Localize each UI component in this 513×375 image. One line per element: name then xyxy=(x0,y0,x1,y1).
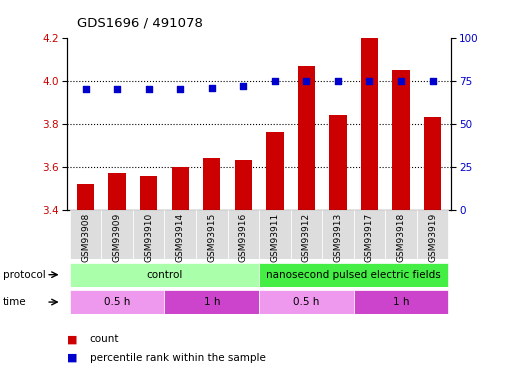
Text: 1 h: 1 h xyxy=(393,297,409,307)
Bar xyxy=(102,210,133,259)
Bar xyxy=(322,210,353,259)
Bar xyxy=(392,70,410,210)
Bar xyxy=(353,290,448,314)
Bar xyxy=(165,290,259,314)
Bar xyxy=(329,115,347,210)
Text: protocol: protocol xyxy=(3,270,45,280)
Text: 1 h: 1 h xyxy=(204,297,220,307)
Point xyxy=(145,86,153,92)
Bar xyxy=(259,210,290,259)
Bar xyxy=(385,210,417,259)
Text: GSM93919: GSM93919 xyxy=(428,212,437,262)
Bar xyxy=(133,210,165,259)
Text: 0.5 h: 0.5 h xyxy=(293,297,320,307)
Bar xyxy=(290,210,322,259)
Point xyxy=(113,86,121,92)
Bar xyxy=(196,210,228,259)
Text: 0.5 h: 0.5 h xyxy=(104,297,130,307)
Text: percentile rank within the sample: percentile rank within the sample xyxy=(90,353,266,363)
Point xyxy=(365,78,373,84)
Text: ■: ■ xyxy=(67,353,77,363)
Bar xyxy=(361,38,378,210)
Point xyxy=(334,78,342,84)
Bar xyxy=(70,290,165,314)
Bar xyxy=(70,210,102,259)
Bar xyxy=(165,210,196,259)
Point xyxy=(271,78,279,84)
Bar xyxy=(108,173,126,210)
Bar xyxy=(259,262,448,287)
Point xyxy=(208,84,216,90)
Text: GSM93915: GSM93915 xyxy=(207,212,216,262)
Bar xyxy=(70,262,259,287)
Text: GSM93909: GSM93909 xyxy=(113,212,122,262)
Point xyxy=(176,86,184,92)
Point xyxy=(239,83,247,89)
Text: GSM93910: GSM93910 xyxy=(144,212,153,262)
Bar xyxy=(203,158,221,210)
Text: GSM93912: GSM93912 xyxy=(302,212,311,262)
Bar xyxy=(266,132,284,210)
Text: control: control xyxy=(146,270,183,280)
Text: GSM93918: GSM93918 xyxy=(397,212,405,262)
Text: GDS1696 / 491078: GDS1696 / 491078 xyxy=(77,17,203,30)
Text: GSM93913: GSM93913 xyxy=(333,212,342,262)
Bar xyxy=(424,117,441,210)
Text: GSM93908: GSM93908 xyxy=(81,212,90,262)
Bar xyxy=(298,66,315,210)
Bar xyxy=(353,210,385,259)
Point xyxy=(82,86,90,92)
Text: count: count xyxy=(90,334,120,344)
Text: GSM93917: GSM93917 xyxy=(365,212,374,262)
Text: nanosecond pulsed electric fields: nanosecond pulsed electric fields xyxy=(266,270,441,280)
Text: time: time xyxy=(3,297,26,307)
Point xyxy=(428,78,437,84)
Bar xyxy=(171,167,189,210)
Bar xyxy=(259,290,353,314)
Text: GSM93911: GSM93911 xyxy=(270,212,280,262)
Point xyxy=(397,78,405,84)
Text: GSM93916: GSM93916 xyxy=(239,212,248,262)
Bar xyxy=(140,176,157,210)
Bar xyxy=(228,210,259,259)
Bar xyxy=(77,184,94,210)
Bar xyxy=(234,160,252,210)
Point xyxy=(302,78,310,84)
Text: ■: ■ xyxy=(67,334,77,344)
Bar xyxy=(417,210,448,259)
Text: GSM93914: GSM93914 xyxy=(176,212,185,262)
